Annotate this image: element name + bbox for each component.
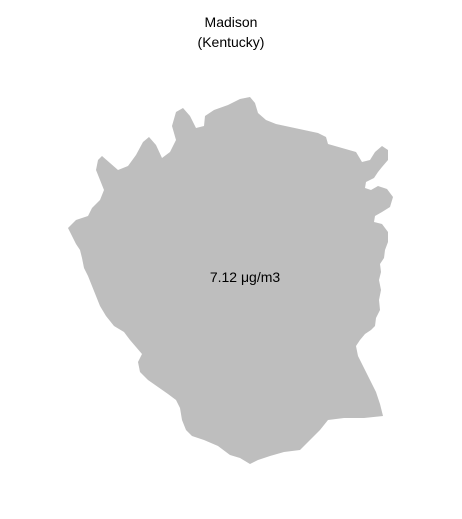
county-shape-madison [68,97,393,464]
map-subtitle: (Kentucky) [197,34,265,50]
value-label: 7.12 μg/m3 [209,269,281,285]
map-title: Madison [204,14,258,30]
